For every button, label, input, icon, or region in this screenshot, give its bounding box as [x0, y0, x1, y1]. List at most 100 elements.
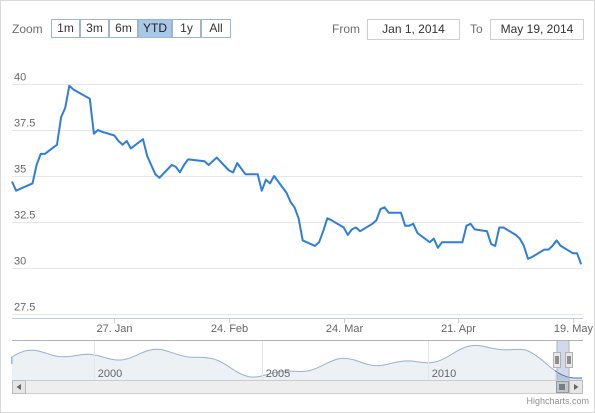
data-point[interactable]	[489, 242, 493, 246]
data-point[interactable]	[67, 84, 71, 88]
data-point[interactable]	[96, 128, 100, 132]
data-point[interactable]	[415, 231, 419, 235]
data-point[interactable]	[92, 132, 96, 136]
data-point[interactable]	[117, 139, 121, 143]
data-point[interactable]	[301, 238, 305, 242]
data-point[interactable]	[129, 146, 133, 150]
from-date-input[interactable]: Jan 1, 2014	[367, 19, 460, 40]
data-point[interactable]	[203, 159, 207, 163]
data-point[interactable]	[518, 237, 522, 241]
data-point[interactable]	[546, 248, 550, 252]
data-point[interactable]	[149, 163, 153, 167]
data-point[interactable]	[293, 205, 297, 209]
data-point[interactable]	[387, 211, 391, 215]
data-point[interactable]	[542, 248, 546, 252]
data-point[interactable]	[354, 226, 358, 230]
data-point[interactable]	[121, 143, 125, 147]
data-point[interactable]	[411, 222, 415, 226]
data-point[interactable]	[243, 172, 247, 176]
range-button-6m[interactable]: 6m	[109, 19, 138, 38]
data-point[interactable]	[186, 157, 190, 161]
data-point[interactable]	[522, 244, 526, 248]
data-point[interactable]	[264, 178, 268, 182]
data-point[interactable]	[436, 246, 440, 250]
scrollbar-track[interactable]	[12, 380, 583, 394]
data-point[interactable]	[170, 163, 174, 167]
data-point[interactable]	[575, 251, 579, 255]
data-point[interactable]	[342, 226, 346, 230]
data-point[interactable]	[153, 172, 157, 176]
data-point[interactable]	[272, 174, 276, 178]
data-point[interactable]	[235, 161, 239, 165]
data-point[interactable]	[428, 240, 432, 244]
data-point[interactable]	[260, 189, 264, 193]
range-button-3m[interactable]: 3m	[80, 19, 109, 38]
data-point[interactable]	[559, 244, 563, 248]
data-point[interactable]	[407, 224, 411, 228]
data-point[interactable]	[370, 222, 374, 226]
data-point[interactable]	[358, 229, 362, 233]
data-point[interactable]	[485, 229, 489, 233]
data-point[interactable]	[514, 233, 518, 237]
data-point[interactable]	[207, 163, 211, 167]
data-point[interactable]	[55, 143, 59, 147]
navigator-handle-left[interactable]	[553, 352, 561, 368]
data-point[interactable]	[374, 218, 378, 222]
data-point[interactable]	[88, 97, 92, 101]
data-point[interactable]	[440, 240, 444, 244]
data-point[interactable]	[178, 170, 182, 174]
data-point[interactable]	[325, 216, 329, 220]
to-date-input[interactable]: May 19, 2014	[490, 19, 584, 40]
data-point[interactable]	[284, 191, 288, 195]
data-point[interactable]	[215, 156, 219, 160]
data-point[interactable]	[571, 251, 575, 255]
data-point[interactable]	[211, 159, 215, 163]
data-point[interactable]	[321, 229, 325, 233]
credits-link[interactable]: Highcharts.com	[526, 396, 589, 406]
data-point[interactable]	[182, 163, 186, 167]
data-point[interactable]	[43, 152, 47, 156]
data-point[interactable]	[100, 130, 104, 134]
data-point[interactable]	[317, 240, 321, 244]
data-point[interactable]	[383, 205, 387, 209]
data-point[interactable]	[227, 169, 231, 173]
range-button-ytd[interactable]: YTD	[138, 19, 172, 38]
data-point[interactable]	[174, 165, 178, 169]
data-point[interactable]	[289, 200, 293, 204]
data-point[interactable]	[14, 189, 18, 193]
data-point[interactable]	[256, 172, 260, 176]
data-point[interactable]	[432, 237, 436, 241]
data-point[interactable]	[473, 227, 477, 231]
data-point[interactable]	[141, 137, 145, 141]
data-point[interactable]	[231, 170, 235, 174]
navigator-selected-range[interactable]	[557, 340, 569, 380]
data-point[interactable]	[268, 181, 272, 185]
data-point[interactable]	[71, 88, 75, 92]
data-point[interactable]	[10, 180, 14, 184]
data-point[interactable]	[456, 240, 460, 244]
scrollbar[interactable]	[12, 380, 583, 394]
data-point[interactable]	[465, 224, 469, 228]
data-point[interactable]	[239, 167, 243, 171]
data-point[interactable]	[157, 176, 161, 180]
data-point[interactable]	[59, 115, 63, 119]
data-point[interactable]	[297, 216, 301, 220]
data-point[interactable]	[313, 244, 317, 248]
data-point[interactable]	[26, 183, 30, 187]
data-point[interactable]	[379, 207, 383, 211]
data-point[interactable]	[329, 218, 333, 222]
data-point[interactable]	[125, 139, 129, 143]
range-button-1m[interactable]: 1m	[51, 19, 80, 38]
navigator[interactable]: 2000 2005 2010	[11, 340, 583, 380]
data-point[interactable]	[399, 211, 403, 215]
range-button-1y[interactable]: 1y	[172, 19, 201, 38]
data-point[interactable]	[526, 257, 530, 261]
range-button-all[interactable]: All	[201, 19, 231, 38]
data-point[interactable]	[346, 233, 350, 237]
data-point[interactable]	[493, 244, 497, 248]
data-point[interactable]	[551, 244, 555, 248]
data-point[interactable]	[497, 226, 501, 230]
data-point[interactable]	[530, 255, 534, 259]
data-point[interactable]	[39, 152, 43, 156]
data-point[interactable]	[145, 154, 149, 158]
